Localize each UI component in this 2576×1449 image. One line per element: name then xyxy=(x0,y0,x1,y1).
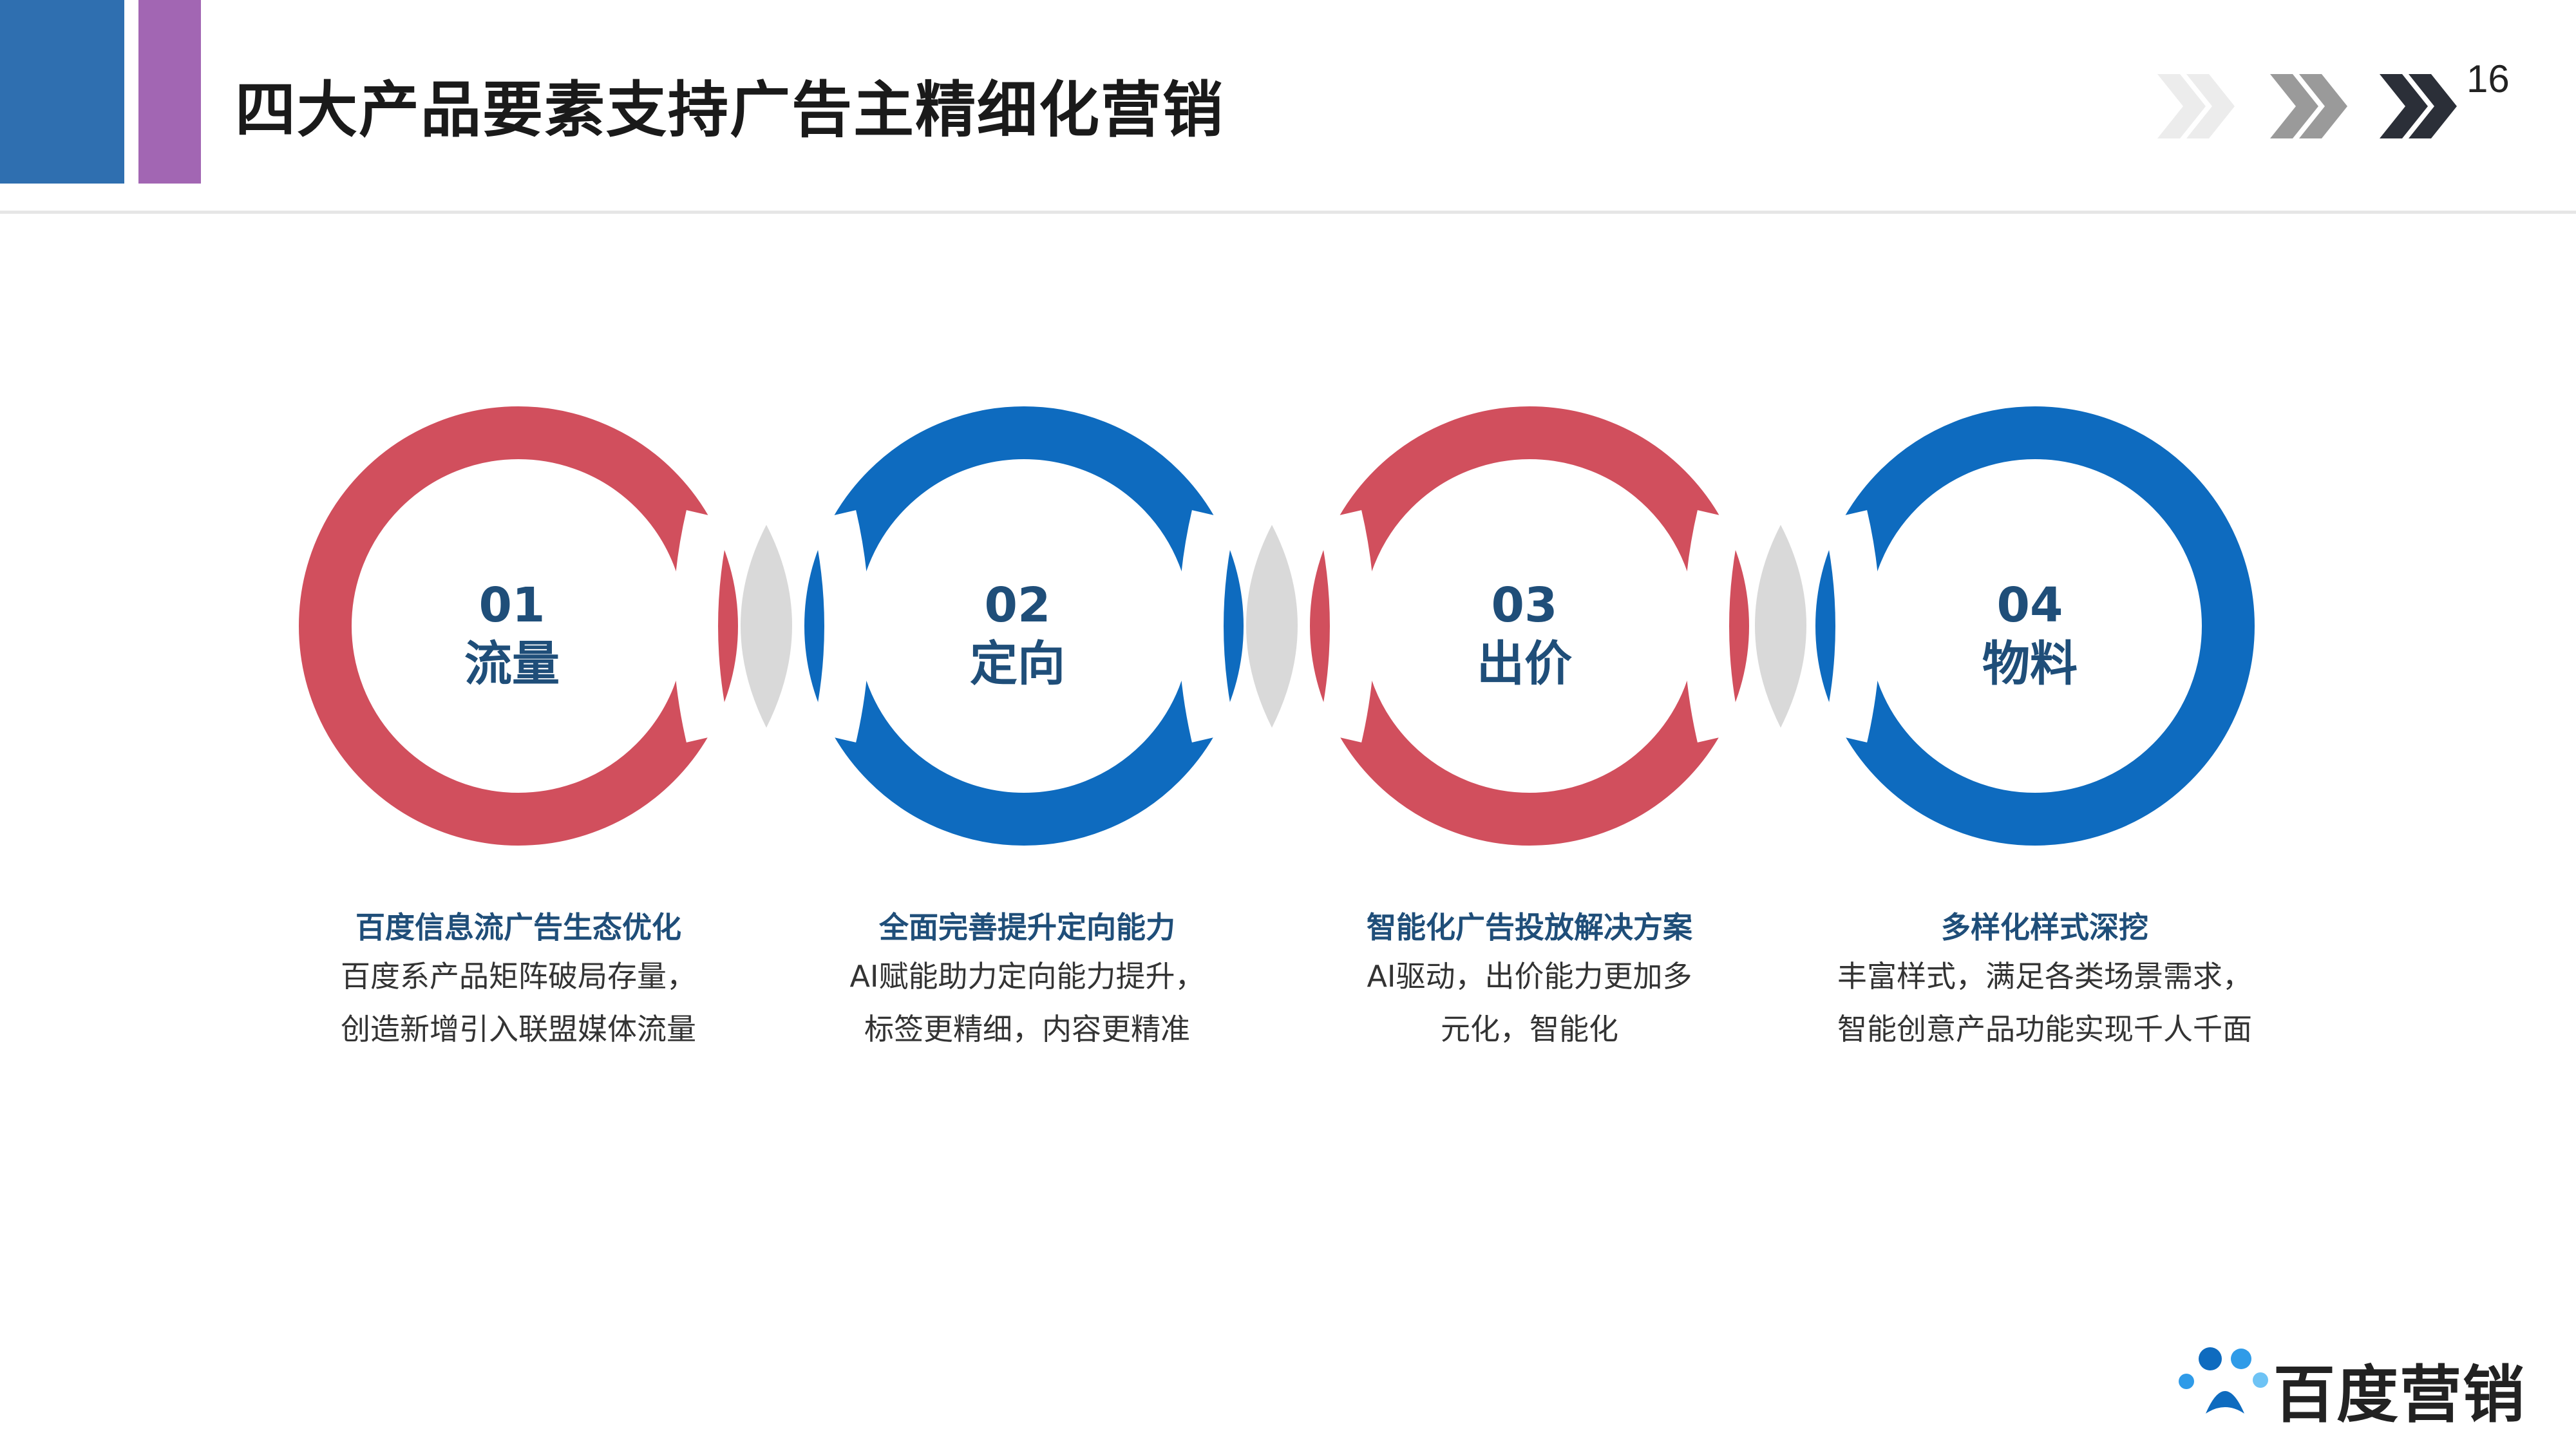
connector-lens-3 xyxy=(1755,525,1806,728)
page-number: 16 xyxy=(2467,57,2510,100)
chevron-right-icon xyxy=(2380,74,2457,138)
description-heading: 百度信息流广告生态优化 xyxy=(355,910,681,945)
description-line: AI赋能助力定向能力提升， xyxy=(849,959,1205,994)
element-label-02: 02 定向 xyxy=(902,576,1133,694)
description-heading: 多样化样式深挖 xyxy=(1941,910,2148,945)
element-label-01: 01 流量 xyxy=(396,576,628,694)
ring-03 xyxy=(1310,406,1749,846)
element-number: 03 xyxy=(1491,578,1558,633)
element-name: 定向 xyxy=(970,636,1065,692)
ring-01 xyxy=(299,406,738,846)
description-heading: 智能化广告投放解决方案 xyxy=(1367,910,1692,945)
header-accent-bar-purple xyxy=(138,0,201,184)
chevron-right-icon xyxy=(2270,74,2347,138)
element-description-01: 百度信息流广告生态优化 百度系产品矩阵破局存量， 创造新增引入联盟媒体流量 xyxy=(287,905,750,1056)
element-number: 02 xyxy=(984,578,1051,633)
element-description-02: 全面完善提升定向能力 AI赋能助力定向能力提升， 标签更精细，内容更精准 xyxy=(795,905,1259,1056)
page-title: 四大产品要素支持广告主精细化营销 xyxy=(235,75,1225,146)
element-label-03: 03 出价 xyxy=(1408,576,1640,694)
logo-text: 百度营销 xyxy=(2273,1359,2526,1431)
chevron-decoration xyxy=(2157,74,2457,138)
element-name: 出价 xyxy=(1477,636,1572,692)
description-line: 智能创意产品功能实现千人千面 xyxy=(1837,1012,2252,1046)
element-description-03: 智能化广告投放解决方案 AI驱动，出价能力更加多 元化，智能化 xyxy=(1298,905,1761,1056)
element-number: 01 xyxy=(478,578,545,633)
ring-02 xyxy=(804,406,1244,846)
connector-lens-2 xyxy=(1246,525,1298,728)
description-line: 百度系产品矩阵破局存量， xyxy=(341,959,696,994)
header-accent-bar-blue xyxy=(0,0,124,184)
ring-04 xyxy=(1815,406,2255,846)
description-line: 元化，智能化 xyxy=(1441,1012,1618,1046)
element-name: 物料 xyxy=(1982,636,2078,692)
header-divider xyxy=(0,211,2576,214)
element-name: 流量 xyxy=(464,636,560,692)
description-line: 标签更精细，内容更精准 xyxy=(864,1012,1190,1046)
description-line: 创造新增引入联盟媒体流量 xyxy=(341,1012,696,1046)
chevron-right-icon xyxy=(2157,74,2235,138)
element-number: 04 xyxy=(1996,578,2063,633)
connector-lens-1 xyxy=(741,525,792,728)
description-line: AI驱动，出价能力更加多 xyxy=(1367,959,1692,994)
element-description-04: 多样化样式深挖 丰富样式，满足各类场景需求， 智能创意产品功能实现千人千面 xyxy=(1813,905,2277,1056)
description-line: 丰富样式，满足各类场景需求， xyxy=(1837,959,2252,994)
description-heading: 全面完善提升定向能力 xyxy=(879,910,1175,945)
element-label-04: 04 物料 xyxy=(1914,576,2146,694)
baidu-marketing-logo-icon xyxy=(2179,1347,2268,1414)
